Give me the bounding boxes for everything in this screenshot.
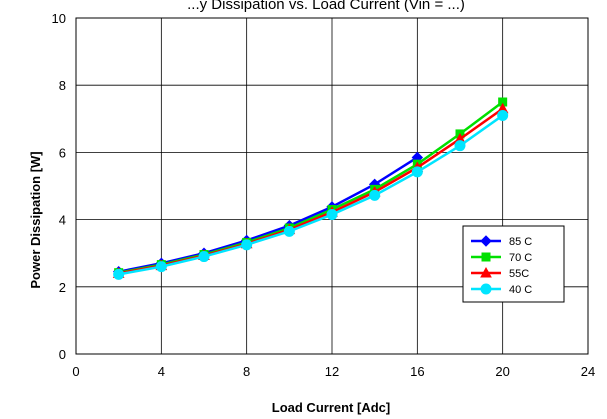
data-point: [113, 268, 125, 280]
series-2: [112, 102, 509, 278]
x-axis: 0 4 8 12 16 20 24: [72, 364, 595, 379]
legend-item: 85 C: [471, 235, 532, 248]
data-point: [369, 189, 381, 201]
y-tick-label: 10: [52, 11, 66, 26]
x-axis-title: Load Current [Adc]: [272, 400, 390, 415]
series-line: [118, 100, 504, 274]
x-tick-label: 0: [72, 364, 79, 379]
grid: [75, 17, 589, 355]
legend-swatch-marker: [480, 266, 492, 278]
legend-label: 55C: [509, 268, 529, 280]
y-tick-label: 8: [59, 78, 66, 93]
series-line: [118, 107, 504, 275]
x-tick-label: 12: [325, 364, 339, 379]
legend-swatch-marker: [480, 283, 492, 295]
legend-label: 70 C: [509, 252, 532, 264]
legend-item: 70 C: [471, 252, 532, 264]
data-point: [198, 251, 210, 263]
x-tick-label: 8: [243, 364, 250, 379]
y-axis-title: Power Dissipation [W]: [28, 151, 43, 288]
x-tick-label: 16: [410, 364, 424, 379]
x-tick-label: 24: [581, 364, 595, 379]
x-tick-label: 20: [495, 364, 509, 379]
y-tick-label: 4: [59, 213, 66, 228]
data-point: [454, 140, 466, 152]
data-point: [497, 109, 509, 121]
series-1: [114, 97, 508, 278]
data-point: [411, 166, 423, 178]
series-3: [113, 109, 509, 280]
series-line: [118, 114, 504, 276]
y-tick-label: 0: [59, 347, 66, 362]
y-tick-label: 2: [59, 280, 66, 295]
data-point: [283, 225, 295, 237]
data-point: [326, 209, 338, 221]
legend-label: 40 C: [509, 284, 532, 296]
data-point: [155, 261, 167, 273]
legend-item: 55C: [471, 266, 529, 280]
legend-label: 85 C: [509, 236, 532, 248]
series-layer: [112, 97, 509, 280]
y-tick-label: 6: [59, 145, 66, 160]
chart-title: ...y Dissipation vs. Load Current (Vin =…: [187, 0, 465, 13]
y-axis: 0 2 4 6 8 10: [52, 11, 66, 362]
legend-item: 40 C: [471, 283, 532, 296]
legend: 85 C 70 C 55C 40 C: [462, 225, 565, 303]
series-0: [112, 151, 424, 278]
legend-swatch-marker: [480, 235, 492, 247]
plot-area: [75, 17, 589, 355]
data-point: [241, 239, 253, 251]
x-tick-label: 4: [158, 364, 165, 379]
legend-swatch-marker: [481, 252, 491, 262]
series-line: [118, 156, 418, 273]
